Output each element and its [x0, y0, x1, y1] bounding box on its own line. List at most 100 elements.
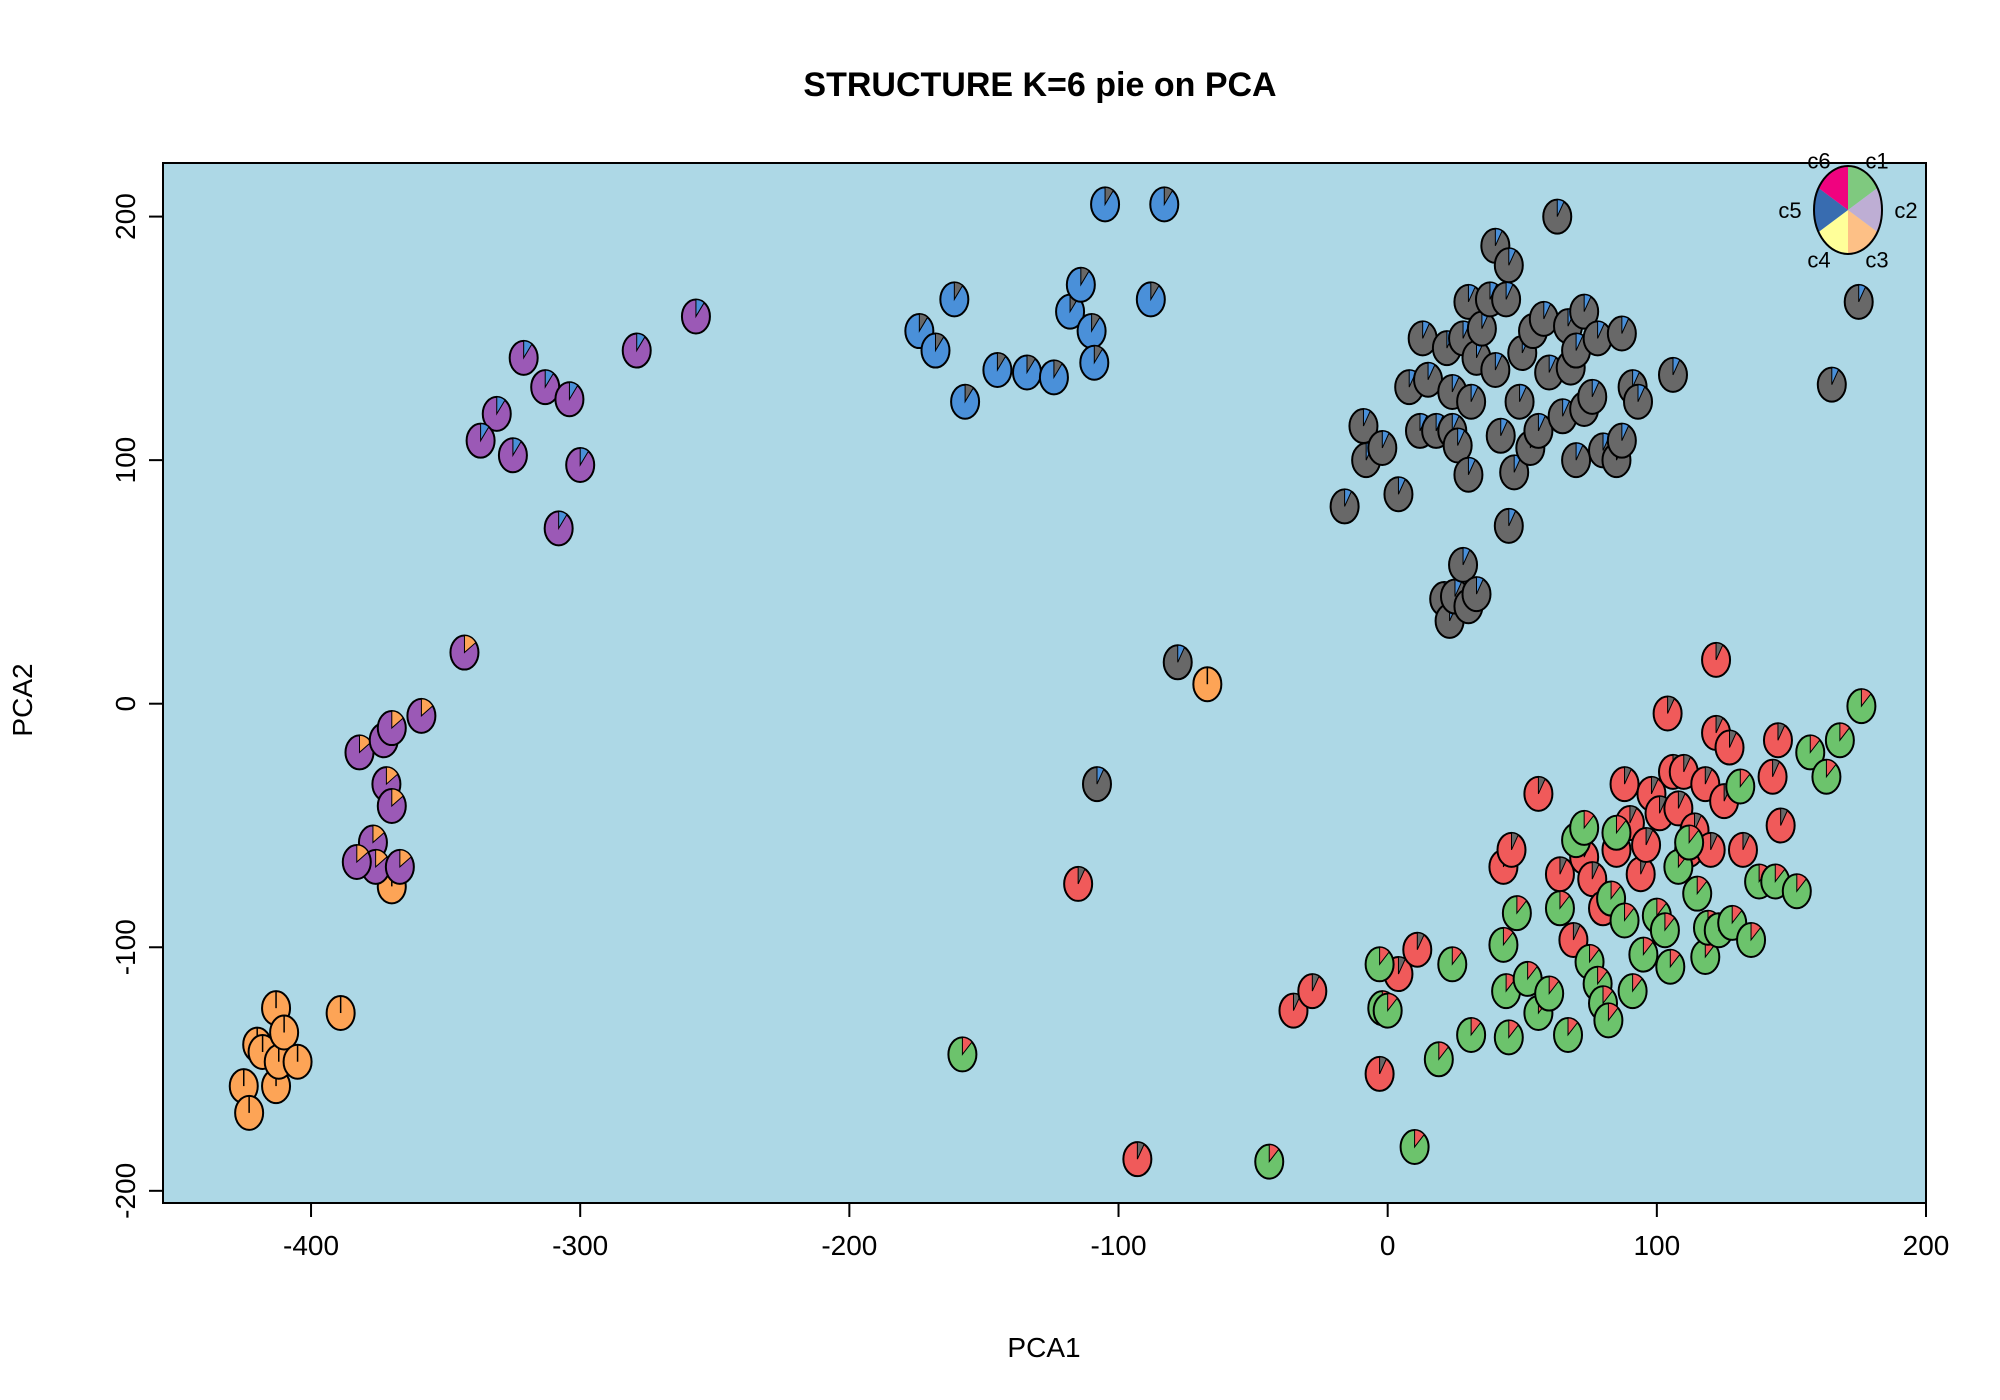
pie-slice — [1422, 320, 1431, 339]
pie-slice — [1742, 832, 1751, 851]
data-point — [1297, 973, 1328, 1010]
pie-slice — [1362, 408, 1371, 427]
data-point — [621, 332, 652, 369]
pie-slice — [1470, 1017, 1482, 1037]
pie-slice — [1610, 881, 1622, 901]
pie-slice — [1476, 576, 1484, 595]
pie-slice — [1462, 547, 1471, 566]
legend-label-c4: c4 — [1807, 247, 1830, 272]
pie-slice — [1414, 1129, 1425, 1149]
data-point — [325, 995, 356, 1032]
pie-slice — [1780, 807, 1789, 826]
data-point — [1038, 359, 1069, 396]
pie-slice — [1494, 352, 1503, 371]
pie-slice — [372, 825, 385, 844]
pie-slice — [1508, 1019, 1520, 1039]
data-point — [1081, 766, 1112, 803]
data-point — [1649, 912, 1680, 949]
pie-slice — [480, 423, 490, 443]
pie-slice — [1467, 284, 1476, 303]
pie-slice — [1637, 384, 1646, 402]
pie-slice — [391, 710, 404, 730]
pie-slice — [961, 1036, 973, 1056]
pie-slice — [1572, 922, 1581, 941]
data-point — [508, 339, 539, 376]
pie-slice — [1624, 902, 1635, 922]
data-point — [384, 848, 415, 885]
legend-label-c3: c3 — [1865, 247, 1888, 272]
pie-slice — [1650, 776, 1659, 795]
pie-slice — [420, 698, 434, 717]
pie-slice — [1696, 876, 1708, 896]
data-point — [1480, 352, 1511, 389]
data-point — [1553, 1016, 1584, 1053]
pie-slice — [953, 281, 964, 302]
data-point — [982, 352, 1013, 389]
pie-slice — [1602, 985, 1614, 1005]
pie-slice — [1656, 898, 1668, 918]
pie-slice — [1451, 413, 1460, 432]
pie-slice — [1136, 1141, 1145, 1160]
pie-slice — [1427, 362, 1436, 380]
data-point — [1569, 809, 1600, 846]
pie-slice — [1615, 815, 1627, 835]
pie-slice — [1672, 357, 1681, 376]
pie-slice — [1104, 186, 1114, 207]
data-point — [1122, 1141, 1153, 1178]
pie-slice — [1729, 730, 1737, 748]
data-point — [1065, 266, 1096, 303]
data-point — [565, 447, 596, 484]
pie-slice — [1731, 905, 1743, 925]
pie-slice — [934, 333, 945, 353]
data-point — [1544, 856, 1575, 893]
pie-slice — [1091, 313, 1101, 333]
pie-slice — [568, 381, 579, 402]
pie-slice — [1669, 949, 1681, 969]
pie-slice — [1831, 367, 1840, 385]
data-point — [1364, 1055, 1395, 1092]
data-point — [1162, 644, 1193, 681]
data-point — [680, 298, 711, 335]
pie-slice — [1537, 413, 1546, 432]
data-point — [1491, 281, 1522, 318]
x-tick-label: 200 — [1903, 1230, 1950, 1261]
data-point — [554, 381, 585, 418]
pie-slice — [1774, 864, 1786, 883]
pie-slice — [1597, 320, 1606, 339]
data-point — [1149, 186, 1180, 223]
data-point — [1493, 507, 1524, 544]
pie-slice — [375, 849, 388, 868]
pie-slice — [1510, 832, 1519, 851]
pie-slice — [385, 766, 399, 786]
pie-slice — [1839, 722, 1851, 742]
x-tick-label: 0 — [1380, 1230, 1396, 1261]
pie-slice — [1583, 810, 1595, 830]
pie-slice — [1607, 1002, 1619, 1022]
pie-slice — [1387, 993, 1398, 1013]
pie-slice — [636, 333, 646, 353]
data-point — [1714, 729, 1745, 766]
data-point — [1192, 666, 1223, 703]
data-point — [1816, 366, 1847, 403]
pie-slice — [1397, 476, 1406, 495]
pie-slice — [1772, 759, 1780, 777]
pie-slice — [1268, 1144, 1280, 1164]
data-point — [1367, 429, 1398, 466]
pie-slice — [1591, 861, 1600, 880]
data-point — [920, 332, 951, 369]
pie-slice — [1621, 423, 1630, 441]
legend-slice-c5 — [1814, 188, 1848, 232]
pie-slice — [1750, 922, 1762, 942]
data-point — [1456, 1016, 1487, 1053]
data-point — [1652, 695, 1683, 732]
pie-slice — [1311, 973, 1320, 992]
pie-slice — [1715, 715, 1724, 734]
pie-slice — [1694, 812, 1702, 831]
legend-slice-c2 — [1848, 188, 1883, 232]
data-point — [1781, 873, 1812, 910]
pie-slice — [1053, 359, 1063, 380]
data-point — [1012, 354, 1043, 391]
pie-slice — [1457, 428, 1466, 446]
data-point — [1504, 383, 1535, 420]
